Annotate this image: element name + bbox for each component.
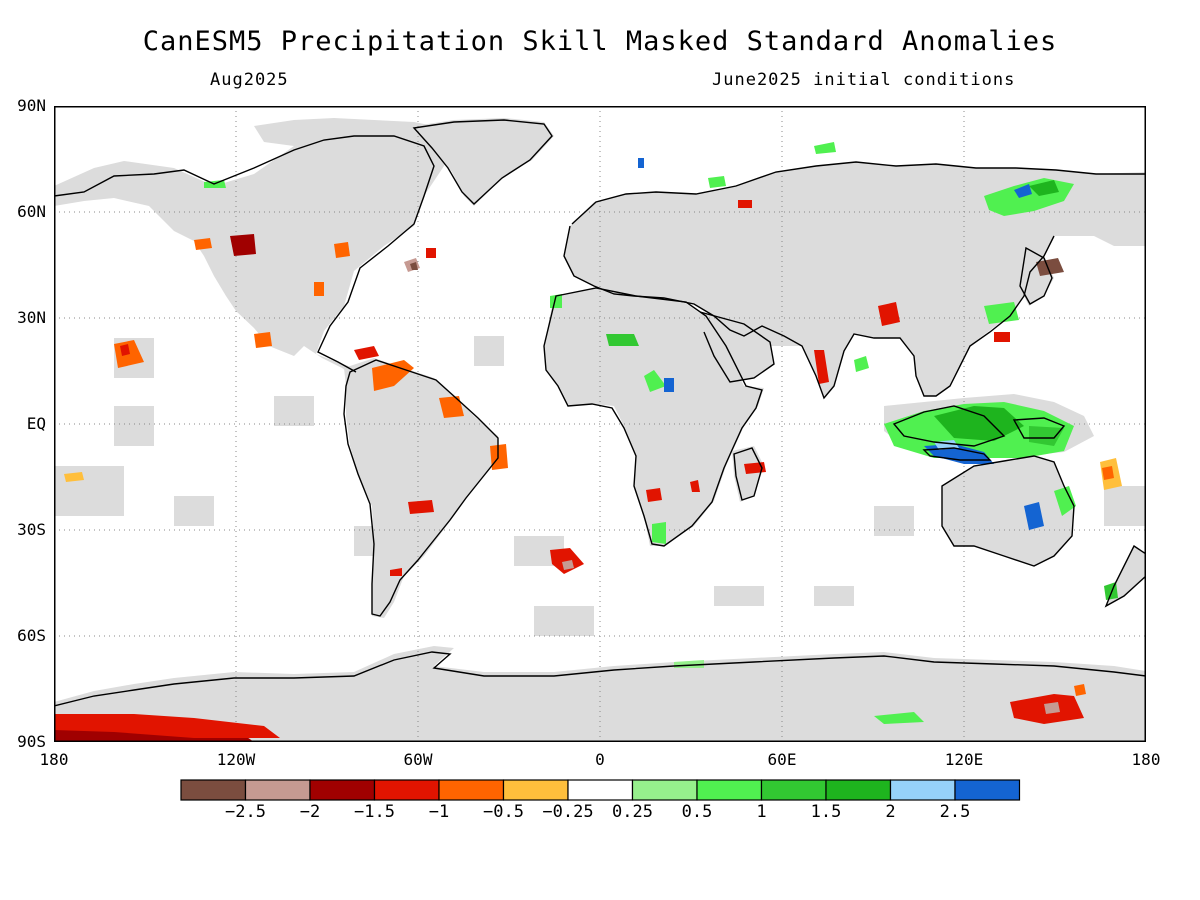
lat-tick-90n: 90N [17,96,46,115]
anomaly-west-australia [1024,502,1044,530]
anomaly-patches [54,142,1122,742]
colorbar-label-3: −1 [428,802,450,822]
colorbar-label-8: 1 [756,802,767,822]
colorbar-bin-8 [696,779,763,801]
anomaly-brazil-coast [490,444,508,470]
map-title: CanESM5 Precipitation Skill Masked Stand… [142,26,1058,57]
colorbar-label-2: −1.5 [354,802,395,822]
land-eurasia [564,162,1146,398]
colorbar-label-10: 2 [885,802,896,822]
anomaly-caribbean [372,360,414,391]
colorbar-label-6: 0.25 [612,802,653,822]
lat-tick-30s: 30S [17,520,46,539]
colorbar-label-1: −2 [299,802,321,822]
colorbar-label-11: 2.5 [939,802,971,822]
lon-tick-180e: 180 [1131,750,1161,769]
colorbar-bin-3 [373,779,440,801]
valid-month-label: Aug2025 [210,70,289,90]
colorbar-bin-1 [244,779,311,801]
land-antarctica [54,646,1146,742]
colorbar [180,779,1021,801]
colorbar-bin-2 [309,779,376,801]
land-arabia [700,312,774,382]
lon-tick-180w: 180 [39,750,69,769]
lon-tick-60w: 60W [403,750,433,769]
lat-tick-eq: EQ [26,414,46,433]
lat-tick-90s: 90S [17,732,46,751]
lon-tick-60e: 60E [767,750,797,769]
land-australia [942,456,1074,566]
world-map [54,106,1146,742]
colorbar-bin-10 [825,779,892,801]
map-frame [54,106,1146,742]
land-africa [544,288,764,546]
anomaly-east-australia [1054,486,1076,516]
colorbar-bin-5 [502,779,569,801]
colorbar-bin-7 [631,779,698,801]
land-arctic-islands [254,118,434,146]
colorbar-bin-4 [438,779,505,801]
lon-tick-120e: 120E [944,750,984,769]
colorbar-label-4: −0.5 [483,802,524,822]
anomaly-sahel [606,334,639,346]
graticule [54,106,1146,742]
anomaly-north-japan [1036,258,1064,276]
lat-tick-60s: 60S [17,626,46,645]
colorbar-label-9: 1.5 [810,802,842,822]
coastlines [54,119,1146,707]
lat-tick-60n: 60N [17,202,46,221]
colorbar-bin-12 [954,779,1021,801]
colorbar-bin-9 [760,779,827,801]
colorbar-bin-0 [180,779,247,801]
colorbar-label-5: −0.25 [542,802,594,822]
colorbar-label-7: 0.5 [681,802,713,822]
lon-tick-0: 0 [595,750,605,769]
colorbar-label-0: −2.5 [225,802,266,822]
colorbar-bin-11 [889,779,956,801]
land-greenland [414,118,554,206]
init-conditions-label: June2025 initial conditions [712,70,1016,90]
lon-tick-120w: 120W [216,750,256,769]
lat-tick-30n: 30N [17,308,46,327]
colorbar-bin-6 [567,779,634,801]
